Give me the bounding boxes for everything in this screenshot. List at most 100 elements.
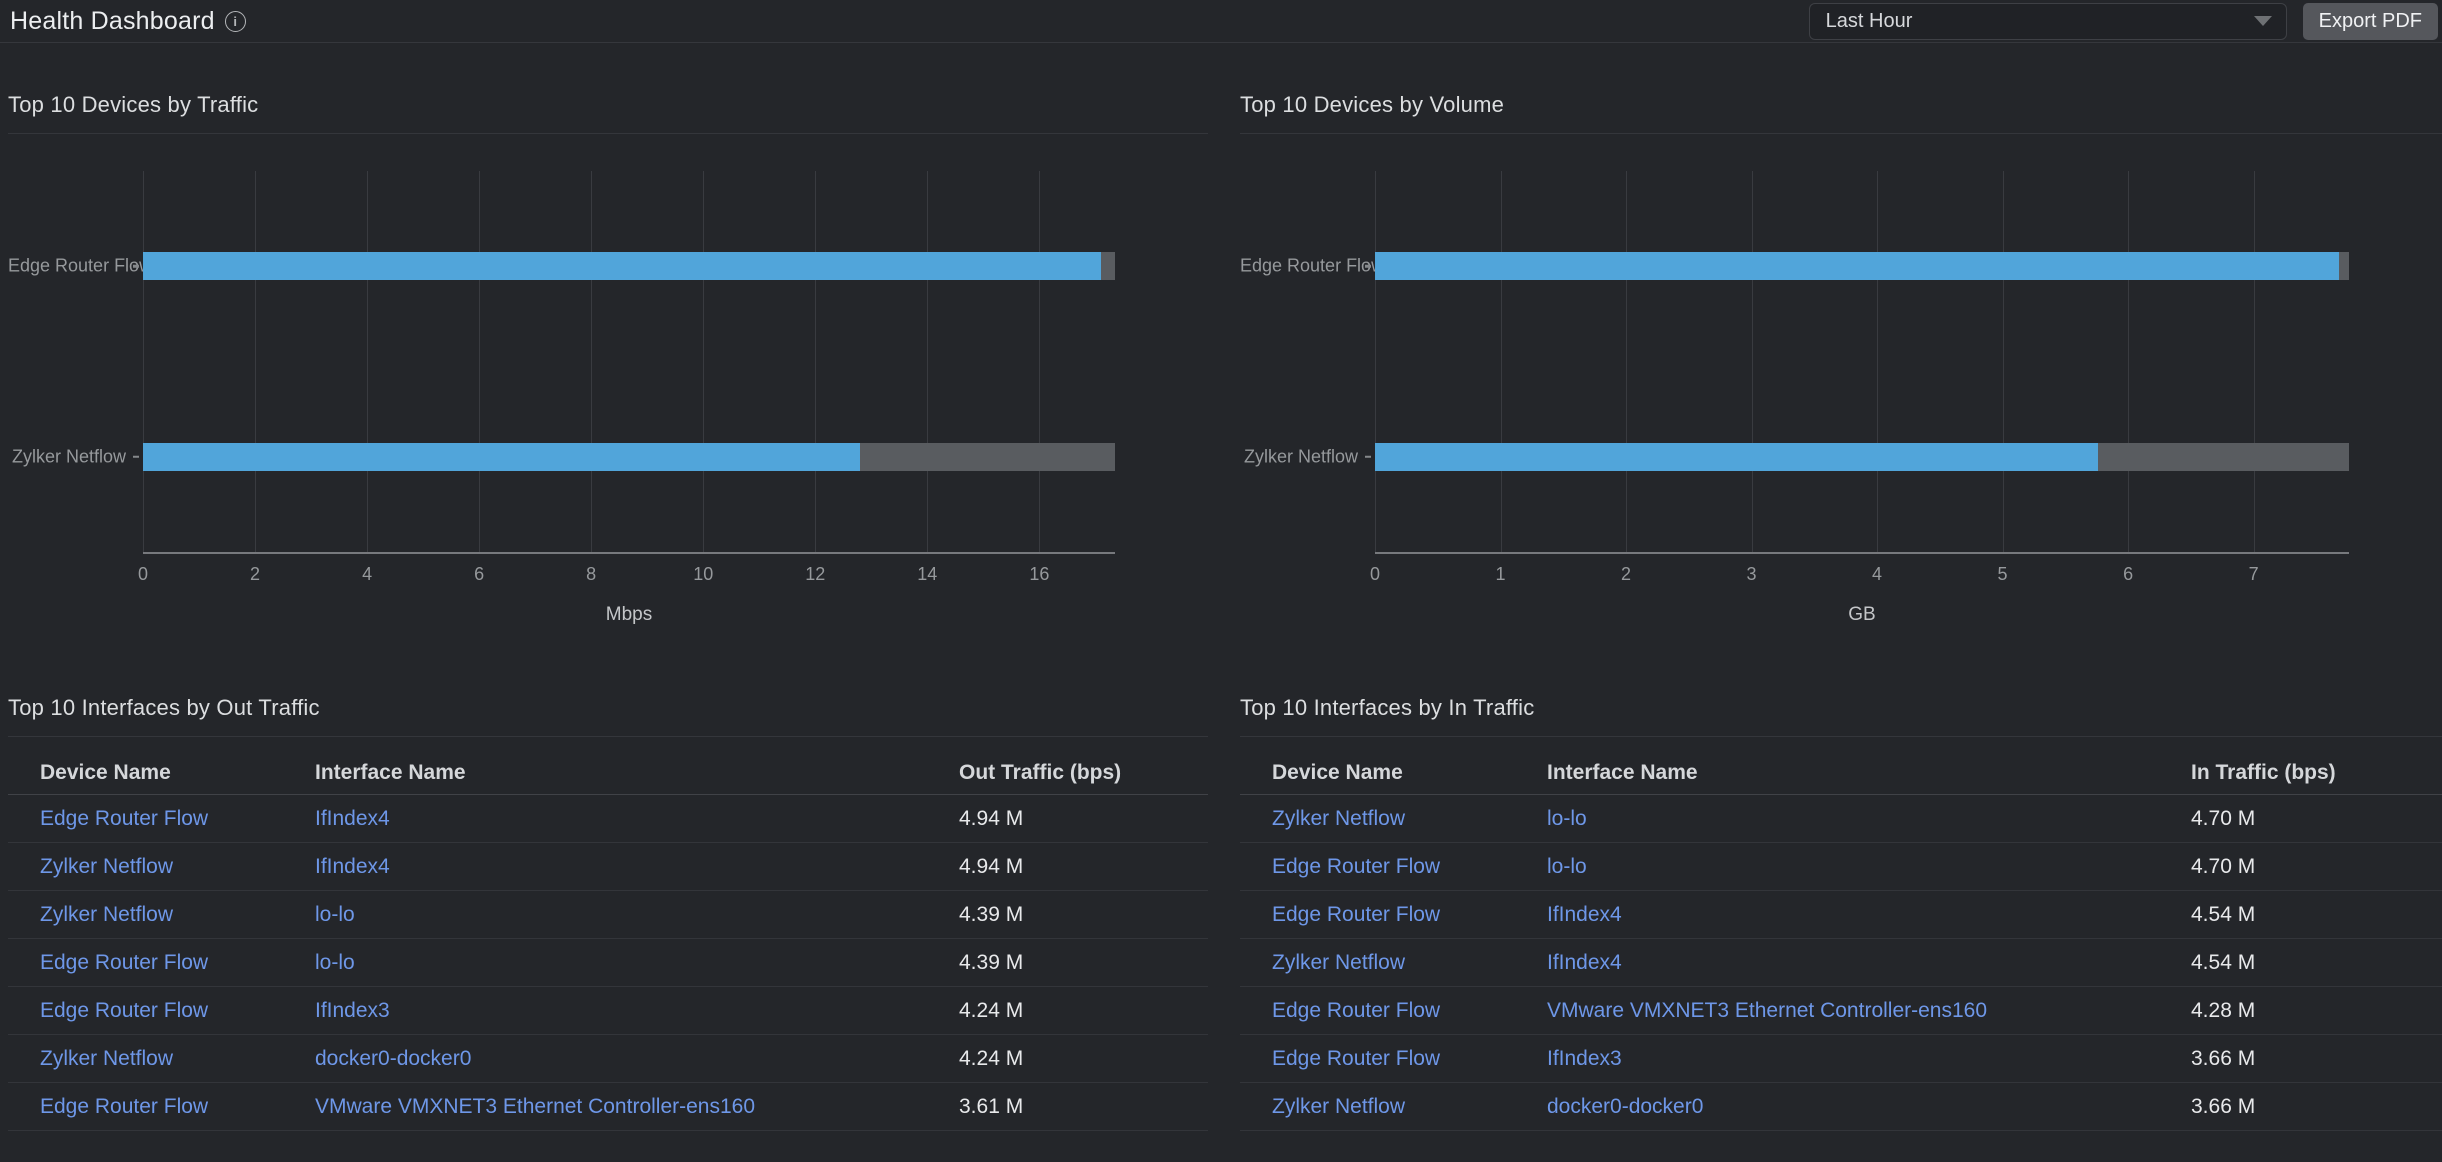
interface-link[interactable]: IfIndex4 bbox=[1547, 902, 1622, 926]
stacked-bar-zylker-netflow bbox=[1375, 442, 2349, 471]
x-axis-title: GB bbox=[1848, 604, 1876, 625]
x-tick-label: 10 bbox=[693, 564, 714, 584]
device-link[interactable]: Edge Router Flow bbox=[1272, 1046, 1441, 1070]
device-link[interactable]: Zylker Netflow bbox=[40, 1046, 174, 1070]
bar-segment-secondary[interactable] bbox=[2338, 252, 2349, 281]
info-icon[interactable]: i bbox=[224, 10, 246, 32]
device-link[interactable]: Edge Router Flow bbox=[1272, 854, 1441, 878]
interface-link[interactable]: IfIndex4 bbox=[315, 854, 390, 878]
interface-link[interactable]: lo-lo bbox=[315, 950, 355, 974]
gridline bbox=[815, 171, 817, 552]
column-header-0: Device Name bbox=[40, 760, 171, 784]
category-tick bbox=[133, 455, 139, 458]
chart-title-volume: Top 10 Devices by Volume bbox=[1240, 92, 1505, 117]
app-header: Health Dashboard i Last Hour Export PDF bbox=[0, 0, 2442, 43]
interface-link[interactable]: IfIndex4 bbox=[315, 806, 390, 830]
category-tick bbox=[1365, 265, 1371, 268]
interface-link[interactable]: lo-lo bbox=[315, 902, 355, 926]
x-tick-label: 6 bbox=[2123, 564, 2134, 584]
interface-link[interactable]: docker0-docker0 bbox=[315, 1046, 472, 1070]
dashboard-grid: Top 10 Devices by Traffic 0 2 4 6 8 10 12 14 16 E… bbox=[0, 43, 2442, 1131]
interface-link[interactable]: IfIndex3 bbox=[315, 998, 390, 1022]
divider bbox=[1240, 736, 2442, 737]
x-tick-label: 2 bbox=[250, 564, 261, 584]
device-link[interactable]: Edge Router Flow bbox=[40, 950, 209, 974]
device-link[interactable]: Edge Router Flow bbox=[40, 1094, 209, 1118]
device-link[interactable]: Zylker Netflow bbox=[1272, 1094, 1406, 1118]
gridline bbox=[1877, 171, 1879, 552]
traffic-value: 4.24 M bbox=[959, 1046, 1024, 1070]
table-row: Zylker Netflow docker0-docker0 4.24 M bbox=[8, 1035, 1208, 1083]
device-link[interactable]: Zylker Netflow bbox=[40, 854, 174, 878]
table-row: Zylker Netflow IfIndex4 4.54 M bbox=[1240, 939, 2442, 987]
category-label: Edge Router Flow bbox=[8, 255, 153, 276]
interface-link[interactable]: docker0-docker0 bbox=[1547, 1094, 1704, 1118]
traffic-value: 3.66 M bbox=[2191, 1046, 2256, 1070]
bar-segment-primary[interactable] bbox=[1375, 442, 2098, 471]
category-tick bbox=[1365, 455, 1371, 458]
traffic-value: 4.70 M bbox=[2191, 806, 2256, 830]
x-tick-label: 2 bbox=[1621, 564, 1632, 584]
in-traffic-table: Device Name Interface Name In Traffic (bps… bbox=[1240, 751, 2442, 1131]
time-range-select[interactable]: Last Hour bbox=[1808, 2, 2287, 40]
gridline bbox=[479, 171, 481, 552]
x-tick-label: 0 bbox=[1369, 564, 1381, 584]
category-label: Zylker Netflow bbox=[1243, 446, 1358, 467]
device-link[interactable]: Zylker Netflow bbox=[1272, 950, 1406, 974]
device-link[interactable]: Edge Router Flow bbox=[1272, 902, 1441, 926]
interface-link[interactable]: IfIndex3 bbox=[1547, 1046, 1622, 1070]
device-link[interactable]: Edge Router Flow bbox=[40, 998, 209, 1022]
traffic-value: 4.28 M bbox=[2191, 998, 2256, 1022]
traffic-value: 4.70 M bbox=[2191, 854, 2256, 878]
x-tick-label: 16 bbox=[1029, 564, 1050, 584]
device-link[interactable]: Zylker Netflow bbox=[1272, 806, 1406, 830]
table-row: Edge Router Flow IfIndex4 4.54 M bbox=[1240, 891, 2442, 939]
column-header-2: Out Traffic (bps) bbox=[959, 760, 1122, 784]
bar-segment-secondary[interactable] bbox=[2097, 442, 2349, 471]
bar-band bbox=[1375, 171, 2349, 362]
bar-band bbox=[1375, 362, 2349, 553]
bar-segment-secondary[interactable] bbox=[1100, 252, 1115, 281]
x-tick-label: 12 bbox=[805, 564, 826, 584]
device-link[interactable]: Edge Router Flow bbox=[1272, 998, 1441, 1022]
bar-segment-primary[interactable] bbox=[143, 442, 861, 471]
x-tick-label: 6 bbox=[474, 564, 485, 584]
traffic-value: 3.66 M bbox=[2191, 1094, 2256, 1118]
gridline bbox=[255, 171, 257, 552]
column-header-2: In Traffic (bps) bbox=[2191, 760, 2336, 784]
interface-link[interactable]: VMware VMXNET3 Ethernet Controller-ens16… bbox=[315, 1094, 756, 1118]
table-widget-out-traffic: Top 10 Interfaces by Out Traffic Device … bbox=[8, 653, 1208, 1131]
gridline bbox=[367, 171, 369, 552]
export-pdf-button[interactable]: Export PDF bbox=[2302, 2, 2438, 40]
device-link[interactable]: Edge Router Flow bbox=[40, 806, 209, 830]
x-tick-label: 4 bbox=[1872, 564, 1883, 584]
bar-segment-secondary[interactable] bbox=[860, 442, 1115, 471]
chart-widget-traffic: Top 10 Devices by Traffic 0 2 4 6 8 10 12 14 16 E… bbox=[8, 43, 1208, 653]
gridline bbox=[1751, 171, 1753, 552]
bar-chart-volume: 0 1 2 3 4 5 6 7 Edge Router Flow Zylker Netflow GB bbox=[1240, 171, 2442, 653]
column-header-1: Interface Name bbox=[1547, 760, 1698, 784]
table-row: Edge Router Flow IfIndex3 3.66 M bbox=[1240, 1035, 2442, 1083]
interface-link[interactable]: lo-lo bbox=[1547, 854, 1587, 878]
gridline bbox=[927, 171, 929, 552]
category-tick bbox=[133, 265, 139, 268]
x-tick-label: 4 bbox=[362, 564, 373, 584]
device-link[interactable]: Zylker Netflow bbox=[40, 902, 174, 926]
bar-segment-primary[interactable] bbox=[1375, 252, 2339, 281]
bar-segment-primary[interactable] bbox=[143, 252, 1101, 281]
table-title-out-traffic: Top 10 Interfaces by Out Traffic bbox=[8, 695, 320, 720]
table-title-in-traffic: Top 10 Interfaces by In Traffic bbox=[1240, 695, 1535, 720]
x-tick-label: 0 bbox=[137, 564, 149, 584]
table-row: Edge Router Flow lo-lo 4.70 M bbox=[1240, 843, 2442, 891]
column-header-1: Interface Name bbox=[315, 760, 466, 784]
bar-chart-traffic: 0 2 4 6 8 10 12 14 16 Edge Router Flow Zylker Netf… bbox=[8, 171, 1208, 653]
interface-link[interactable]: VMware VMXNET3 Ethernet Controller-ens16… bbox=[1547, 998, 1988, 1022]
gridline bbox=[1375, 171, 1376, 552]
interface-link[interactable]: IfIndex4 bbox=[1547, 950, 1622, 974]
gridline bbox=[703, 171, 705, 552]
interface-link[interactable]: lo-lo bbox=[1547, 806, 1587, 830]
gridline bbox=[591, 171, 593, 552]
divider bbox=[1240, 133, 2442, 134]
stacked-bar-edge-router-flow bbox=[143, 252, 1115, 281]
chart-title-traffic: Top 10 Devices by Traffic bbox=[8, 92, 259, 117]
